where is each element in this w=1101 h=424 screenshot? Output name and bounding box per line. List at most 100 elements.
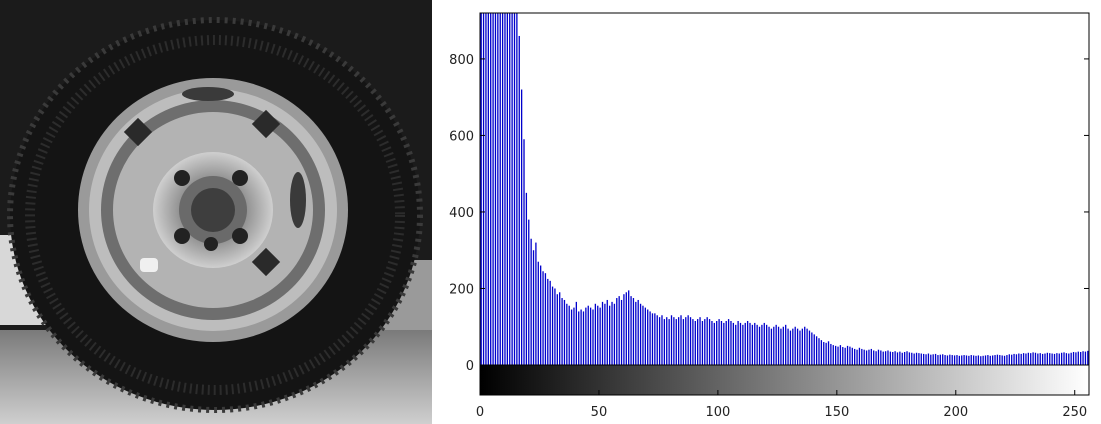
histogram-bar: [956, 355, 958, 365]
histogram-bar: [504, 13, 506, 365]
histogram-bar: [751, 324, 754, 365]
histogram-bar: [735, 324, 737, 365]
histogram-bar: [944, 355, 946, 365]
histogram-bar: [708, 319, 711, 365]
histogram-bar: [680, 315, 682, 365]
histogram-bar: [932, 354, 934, 365]
histogram-bar: [780, 328, 782, 365]
histogram-bar: [1025, 353, 1027, 365]
histogram-bar: [813, 334, 815, 365]
histogram-bar: [777, 326, 780, 365]
histogram-bar: [616, 298, 618, 365]
histogram-bar: [1056, 353, 1058, 365]
histogram-bar: [537, 261, 539, 365]
histogram-bar: [923, 353, 925, 365]
y-tick-label: 800: [449, 53, 474, 68]
histogram-bar: [1001, 355, 1003, 365]
y-axis-ticks: 0 200 400 600 800: [449, 53, 1089, 374]
histogram-bar: [1058, 353, 1060, 365]
histogram-bar: [1027, 352, 1029, 365]
histogram-bar: [480, 13, 482, 365]
histogram-bar: [882, 351, 884, 365]
histogram-bar: [1022, 353, 1025, 365]
histogram-bar: [889, 351, 892, 365]
histogram-bar: [970, 355, 972, 365]
histogram-bar: [949, 354, 951, 365]
histogram-bar: [692, 319, 694, 365]
histogram-bar: [989, 355, 991, 365]
histogram-bar: [830, 343, 832, 365]
histogram-bar: [685, 317, 687, 365]
histogram-bar: [554, 288, 556, 365]
histogram-bar: [706, 317, 708, 365]
histogram-bar: [666, 317, 668, 365]
histogram-bar: [656, 315, 658, 365]
histogram-bar: [604, 303, 606, 365]
histogram-bar: [718, 319, 720, 365]
x-axis-ticks: 0 50 100 150 200 250: [476, 390, 1087, 420]
histogram-bar: [942, 354, 944, 365]
histogram-bar: [899, 351, 901, 365]
histogram-bar: [625, 292, 627, 365]
histogram-bar: [1018, 353, 1020, 365]
histogram-bar: [768, 326, 770, 365]
histogram-bar: [570, 309, 573, 365]
histogram-bar: [773, 326, 775, 365]
histogram-bar: [687, 315, 689, 365]
histogram-bar: [758, 326, 761, 365]
histogram-bar: [492, 13, 494, 365]
histogram-bar: [801, 328, 803, 365]
histogram-bar: [766, 324, 768, 365]
histogram-bar: [825, 342, 827, 365]
x-tick-label: 100: [705, 405, 730, 420]
histogram-bar: [637, 299, 639, 365]
histogram-bar: [977, 355, 980, 365]
histogram-bar: [811, 332, 813, 365]
histogram-bar: [587, 305, 589, 365]
histogram-bar: [699, 317, 701, 365]
histogram-bar: [744, 322, 746, 365]
histogram-bar: [827, 341, 830, 365]
histogram-bar: [601, 301, 604, 365]
histogram-bar: [1044, 353, 1046, 365]
histogram-bar: [530, 238, 532, 365]
histogram-bar: [965, 355, 968, 365]
histogram-bar: [549, 280, 551, 365]
histogram-bar: [806, 328, 808, 365]
histogram-bar: [720, 321, 723, 365]
histogram-bar: [972, 355, 975, 365]
histogram-bar: [920, 353, 922, 365]
histogram-bar: [951, 355, 953, 365]
histogram-bar: [854, 348, 856, 365]
histogram-bar: [792, 328, 794, 365]
histogram-bar: [863, 349, 865, 365]
histogram-bar: [682, 319, 685, 365]
histogram-bar: [823, 342, 825, 365]
x-tick-label: 50: [591, 405, 608, 420]
histogram-bar: [1011, 354, 1013, 365]
histogram-bar: [644, 307, 646, 365]
histogram-bar: [794, 326, 796, 365]
histogram-bar: [551, 286, 554, 365]
histogram-bar: [697, 319, 699, 365]
histogram-bar: [606, 299, 608, 365]
histogram-bar: [1006, 355, 1008, 365]
histogram-bar: [482, 13, 485, 365]
histogram-bar: [896, 352, 899, 365]
histogram-bar: [844, 347, 846, 365]
histogram-bar: [520, 89, 523, 366]
histogram-bar: [542, 271, 544, 365]
histogram-bar: [594, 303, 597, 365]
histogram-bar: [842, 347, 844, 365]
histogram-bar: [732, 322, 735, 365]
histogram-bar: [1082, 351, 1084, 365]
histogram-bar: [832, 345, 834, 365]
histogram-bar: [1032, 352, 1034, 365]
histogram-bar: [544, 273, 547, 365]
histogram-bar: [497, 13, 499, 365]
histogram-bar: [1051, 353, 1053, 365]
tire-photo: [0, 0, 432, 424]
histogram-bar: [999, 355, 1001, 365]
histogram-bar: [701, 321, 704, 365]
histogram-bar: [506, 13, 509, 365]
